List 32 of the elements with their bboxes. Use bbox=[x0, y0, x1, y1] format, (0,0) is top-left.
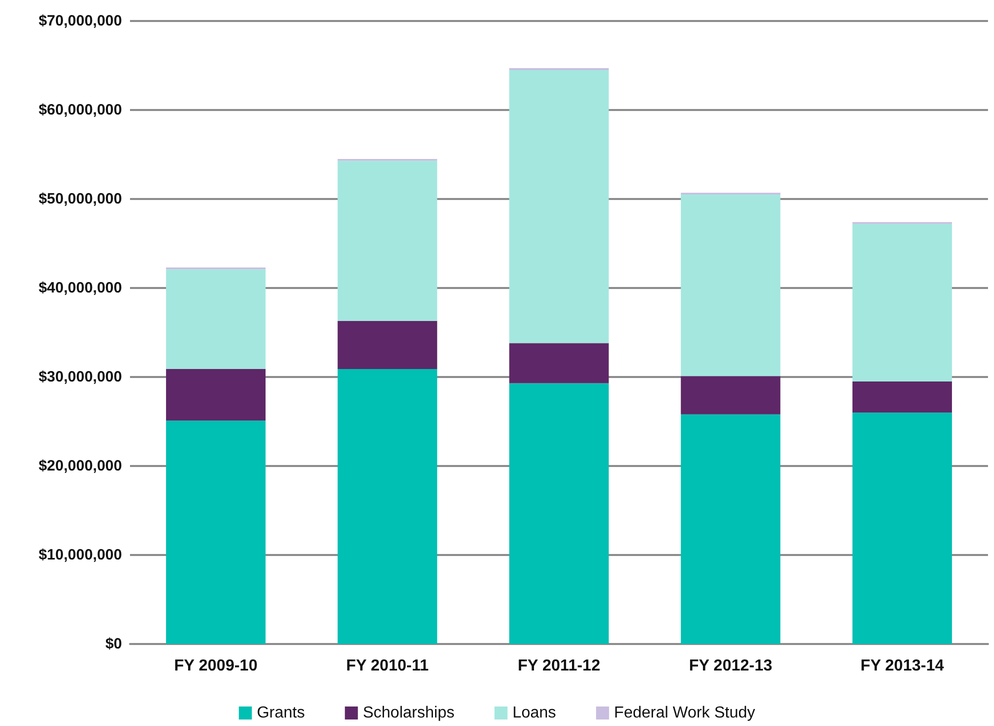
bar bbox=[166, 269, 266, 369]
y-tick-label: $50,000,000 bbox=[38, 190, 122, 208]
y-tick-label: $40,000,000 bbox=[38, 280, 122, 296]
y-tick-label: $60,000,000 bbox=[38, 102, 122, 118]
bar bbox=[680, 414, 780, 644]
bar bbox=[852, 381, 952, 413]
x-tick-label: FY 2011-12 bbox=[518, 658, 600, 674]
x-tick-label: FY 2013-14 bbox=[860, 658, 944, 674]
legend-label: Loans bbox=[512, 704, 556, 722]
bar bbox=[338, 320, 438, 369]
y-tick-label: $30,000,000 bbox=[38, 368, 122, 386]
bar bbox=[509, 343, 609, 384]
bar bbox=[166, 420, 266, 644]
x-tick-label: FY 2009-10 bbox=[174, 658, 258, 674]
x-tick-label: FY 2010-11 bbox=[346, 658, 429, 674]
x-tick-label: FY 2012-13 bbox=[688, 658, 772, 674]
y-tick-label: $20,000,000 bbox=[38, 458, 122, 474]
bar bbox=[338, 368, 438, 644]
bar bbox=[852, 412, 952, 644]
bar bbox=[680, 194, 780, 376]
y-tick-label: $70,000,000 bbox=[38, 12, 122, 30]
bar bbox=[509, 70, 609, 344]
legend-label: Grants bbox=[256, 704, 305, 722]
y-tick-label: $10,000,000 bbox=[38, 546, 122, 564]
legend-label: Scholarships bbox=[362, 704, 454, 722]
bar bbox=[852, 224, 952, 382]
bar bbox=[166, 368, 266, 421]
legend-label: Federal Work Study bbox=[614, 704, 756, 722]
bar bbox=[509, 383, 609, 644]
y-tick-label: $0 bbox=[105, 636, 122, 652]
bar bbox=[680, 376, 780, 414]
bar bbox=[338, 160, 438, 321]
